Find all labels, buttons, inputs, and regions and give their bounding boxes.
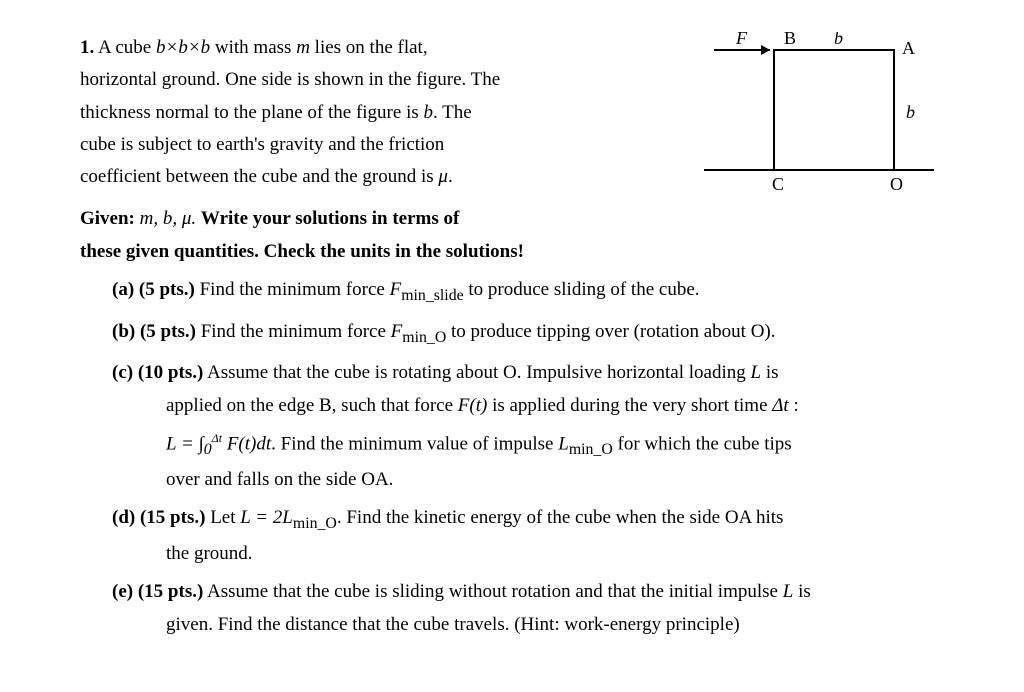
intro-1b: with mass	[210, 37, 296, 58]
part-d-pts: (15 pts.)	[140, 507, 205, 528]
part-b-pts: (5 pts.)	[140, 321, 196, 342]
intro-5b: .	[448, 166, 453, 187]
svg-text:C: C	[772, 174, 784, 194]
part-b-t2: to produce tipping over (rotation about …	[446, 321, 775, 342]
given-instr-a: Write your solutions in terms of	[201, 208, 459, 229]
part-c-l2a: applied on the edge B, such that force	[166, 395, 458, 416]
given-label: Given:	[80, 208, 135, 229]
part-e-line2: given. Find the distance that the cube t…	[112, 609, 944, 641]
part-d-eq: L = 2L	[240, 507, 293, 528]
part-d: (d) (15 pts.) Let L = 2Lmin_O. Find the …	[112, 502, 944, 570]
part-e-label: (e)	[112, 581, 133, 602]
intro-text: 1. A cube b×b×b with mass m lies on the …	[80, 32, 660, 268]
figure: F Bb Ab C O	[684, 32, 944, 213]
intro-row: 1. A cube b×b×b with mass m lies on the …	[80, 32, 944, 268]
svg-text:O: O	[890, 174, 903, 194]
intro-line-5: coefficient between the cube and the gro…	[80, 161, 660, 193]
part-c-l3b: for which the cube tips	[613, 433, 792, 454]
part-d-eq-sub: min_O	[293, 515, 337, 532]
part-c-l2c: :	[789, 395, 799, 416]
svg-text:A: A	[902, 38, 915, 58]
intro-3b: . The	[433, 102, 472, 123]
part-d-label: (d)	[112, 507, 135, 528]
part-e-pts: (15 pts.)	[138, 581, 203, 602]
given-vars: m, b, μ.	[135, 208, 201, 229]
part-a-pts: (5 pts.)	[139, 279, 195, 300]
part-c-pts: (10 pts.)	[138, 362, 203, 383]
part-b-t1: Find the minimum force	[196, 321, 391, 342]
part-e-t1: Assume that the cube is sliding without …	[203, 581, 782, 602]
part-c-label: (c)	[112, 362, 133, 383]
part-c-Ft: F(t)	[458, 395, 488, 416]
part-d-line2: the ground.	[112, 538, 944, 570]
intro-1c: lies on the flat,	[310, 37, 428, 58]
part-b-sym: F	[391, 321, 403, 342]
part-d-t2: . Find the kinetic energy of the cube wh…	[337, 507, 784, 528]
svg-text:F: F	[735, 32, 748, 48]
mu-sym: μ	[438, 166, 448, 187]
part-c-int: L = ∫	[166, 433, 204, 454]
part-c-Lsub: L	[558, 433, 569, 454]
part-c-t1: Assume that the cube is rotating about O…	[203, 362, 750, 383]
part-a-sym: F	[390, 279, 402, 300]
intro-line-2: horizontal ground. One side is shown in …	[80, 64, 660, 96]
part-c-l3a: . Find the minimum value of impulse	[271, 433, 558, 454]
part-c-int-body: F(t)dt	[222, 433, 271, 454]
part-e-line1: (e) (15 pts.) Assume that the cube is sl…	[112, 576, 944, 608]
part-a-t1: Find the minimum force	[195, 279, 390, 300]
mass-sym: m	[296, 37, 310, 58]
part-a-label: (a)	[112, 279, 134, 300]
part-b: (b) (5 pts.) Find the minimum force Fmin…	[112, 316, 944, 352]
intro-line-3: thickness normal to the plane of the fig…	[80, 97, 660, 129]
part-c-line3: L = ∫0Δt F(t)dt. Find the minimum value …	[112, 428, 944, 464]
part-c-int-hi: Δt	[212, 431, 222, 445]
part-c-dt: Δt	[772, 395, 788, 416]
part-b-sub: min_O	[402, 329, 446, 346]
intro-line-1: 1. A cube b×b×b with mass m lies on the …	[80, 32, 660, 64]
part-c-t2: is	[761, 362, 778, 383]
part-a-t2: to produce sliding of the cube.	[464, 279, 700, 300]
part-a-sub: min_slide	[401, 287, 463, 304]
parts-list: (a) (5 pts.) Find the minimum force Fmin…	[80, 274, 944, 641]
problem-number: 1.	[80, 37, 94, 58]
part-e: (e) (15 pts.) Assume that the cube is sl…	[112, 576, 944, 641]
intro-3a: thickness normal to the plane of the fig…	[80, 102, 424, 123]
part-e-t2: is	[793, 581, 810, 602]
part-c-l2b: is applied during the very short time	[487, 395, 772, 416]
part-c-L: L	[751, 362, 762, 383]
part-e-L: L	[783, 581, 794, 602]
part-c-int-lo: 0	[204, 441, 212, 458]
svg-text:b: b	[834, 32, 843, 48]
cube-expr: b×b×b	[156, 37, 210, 58]
part-b-label: (b)	[112, 321, 135, 342]
part-d-t1: Let	[205, 507, 240, 528]
part-c-Lsub-sub: min_O	[569, 441, 613, 458]
given-block: Given: m, b, μ. Write your solutions in …	[80, 203, 660, 268]
part-c-line4: over and falls on the side OA.	[112, 464, 944, 496]
part-a: (a) (5 pts.) Find the minimum force Fmin…	[112, 274, 944, 310]
b-sym: b	[424, 102, 434, 123]
intro-line-4: cube is subject to earth's gravity and t…	[80, 129, 660, 161]
part-c-line1: (c) (10 pts.) Assume that the cube is ro…	[112, 357, 944, 389]
part-c-line2: applied on the edge B, such that force F…	[112, 390, 944, 422]
svg-text:B: B	[784, 32, 796, 48]
part-c: (c) (10 pts.) Assume that the cube is ro…	[112, 357, 944, 496]
intro-1a: A cube	[98, 37, 156, 58]
part-d-line1: (d) (15 pts.) Let L = 2Lmin_O. Find the …	[112, 502, 944, 538]
given-instr-b: these given quantities. Check the units …	[80, 236, 660, 268]
svg-text:b: b	[906, 102, 915, 122]
cube-figure-svg: F Bb Ab C O	[684, 32, 944, 202]
intro-5a: coefficient between the cube and the gro…	[80, 166, 438, 187]
